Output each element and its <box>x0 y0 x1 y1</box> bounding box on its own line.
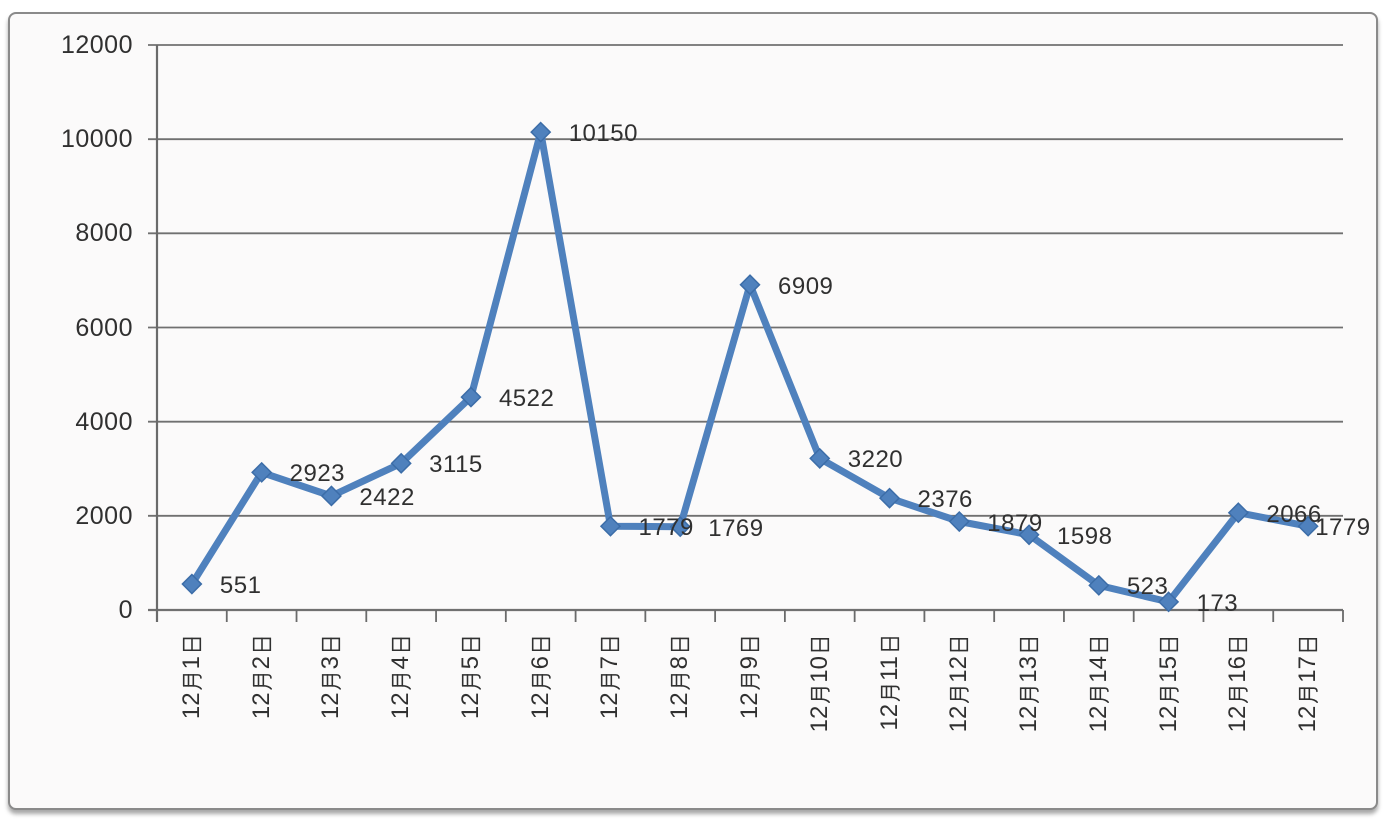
series-line <box>188 128 1312 606</box>
data-point-marker <box>809 447 831 469</box>
data-point-marker <box>739 274 761 296</box>
data-point-marker <box>948 510 970 533</box>
data-point-marker <box>530 121 552 143</box>
data-point-marker <box>878 487 901 509</box>
chart-card: 12000 10000 8000 6000 4000 2000 0 551 2923 2422 31… <box>8 12 1378 810</box>
data-point-marker <box>1158 591 1180 613</box>
data-point-marker <box>669 516 691 538</box>
data-point-marker <box>599 515 622 537</box>
data-point-marker <box>1088 574 1110 596</box>
data-point-marker <box>1297 515 1319 537</box>
data-point-marker <box>1227 502 1249 524</box>
data-point-marker <box>320 485 342 507</box>
data-point-marker <box>1018 524 1040 546</box>
data-point-marker <box>181 573 203 595</box>
data-point-marker <box>390 452 412 474</box>
data-point-marker <box>460 386 482 408</box>
data-point-marker <box>251 461 273 483</box>
